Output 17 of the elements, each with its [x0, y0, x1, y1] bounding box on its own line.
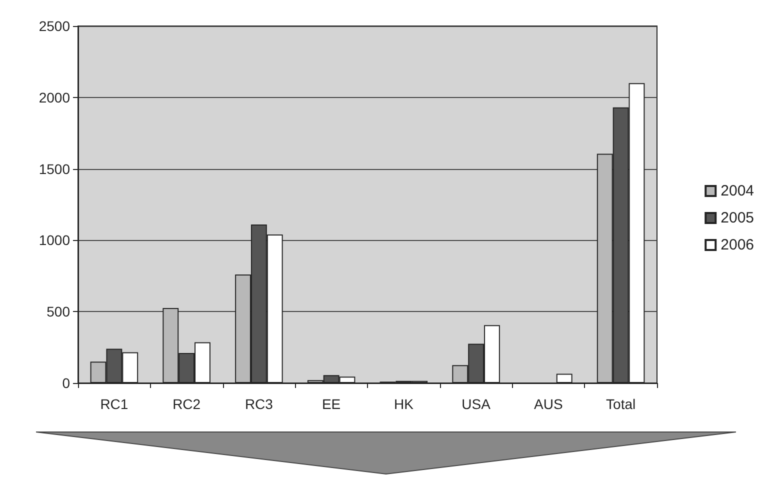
x-tick-label: HK: [394, 396, 414, 412]
x-tick-label: RC3: [244, 396, 274, 412]
x-tick-label: RC1: [100, 396, 128, 412]
y-tick-label: 1500: [38, 160, 70, 177]
legend-label: 2006: [720, 236, 754, 254]
y-tick-label: 2500: [38, 18, 70, 34]
x-tick-label: USA: [462, 396, 492, 412]
y-tick-label: 1000: [38, 232, 70, 248]
x-tick-label: AUS: [534, 396, 563, 412]
x-tick-label: RC2: [172, 396, 201, 412]
x-tick-label: EE: [322, 396, 341, 412]
x-tick-label: Total: [606, 396, 636, 412]
y-tick-label: 2000: [38, 89, 70, 106]
legend-label: 2004: [720, 182, 754, 200]
legend-label: 2005: [720, 210, 754, 226]
y-tick-label: 0: [62, 375, 70, 391]
y-tick-label: 500: [46, 304, 70, 320]
